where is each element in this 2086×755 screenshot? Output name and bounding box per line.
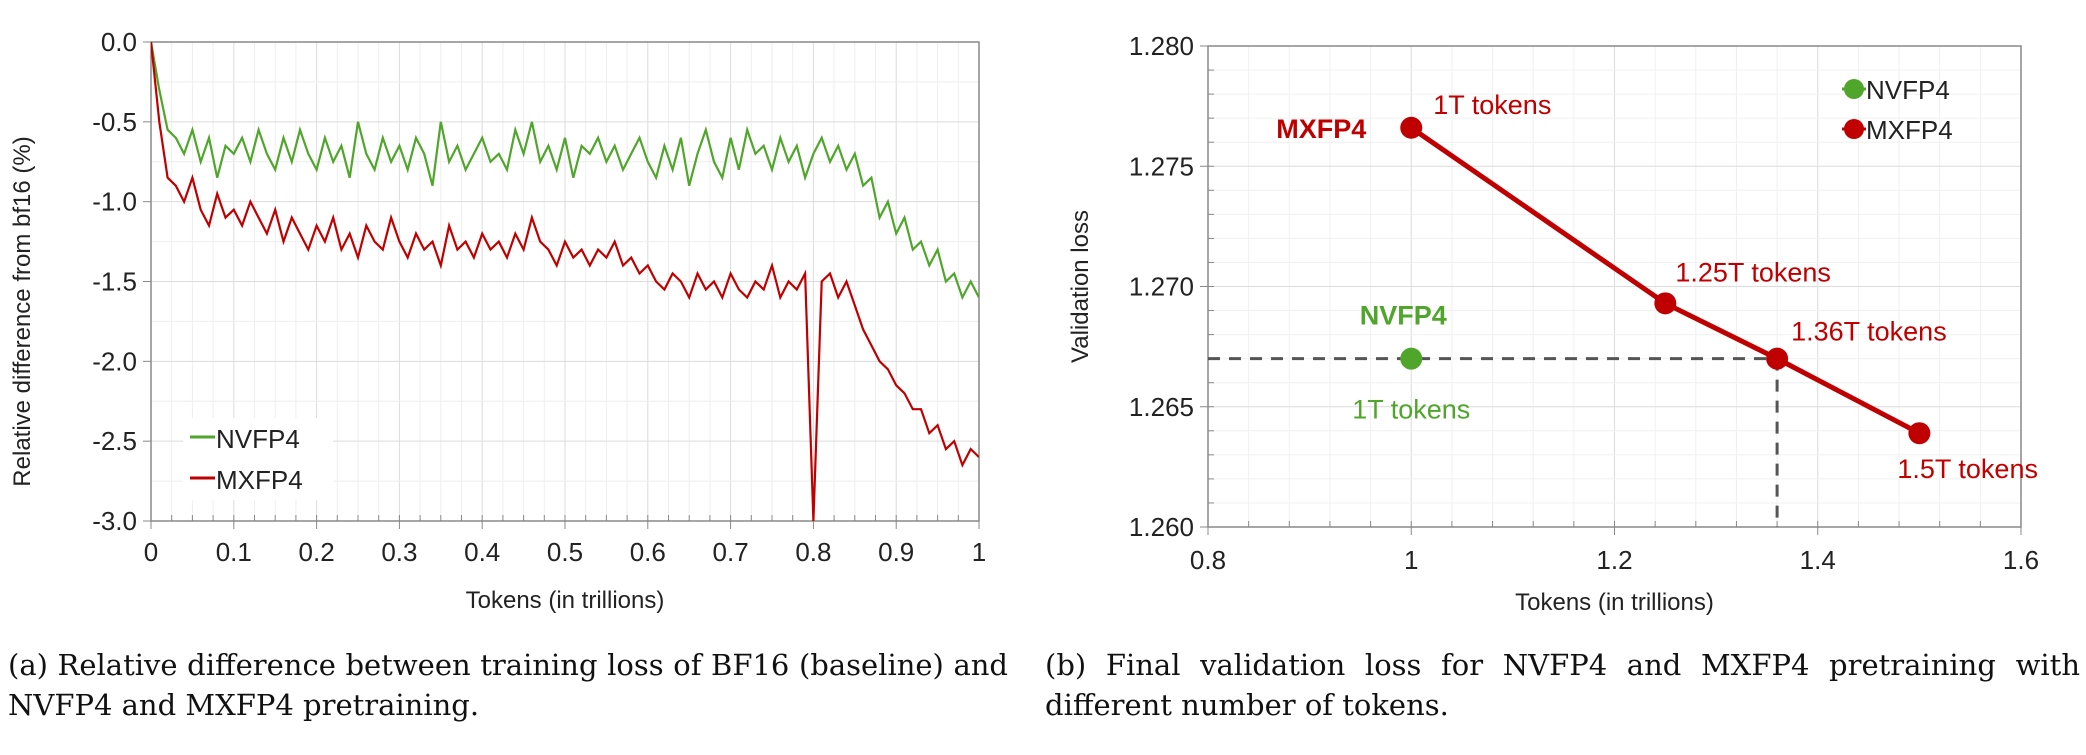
y-tick-label: -1.5	[92, 267, 137, 297]
series-line-mxfp4	[151, 42, 979, 521]
data-point-mxfp4	[1766, 347, 1789, 370]
x-tick-label: 1.6	[2003, 545, 2039, 575]
x-tick-label: 1.2	[1596, 545, 1632, 575]
y-tick-label: 1.265	[1129, 392, 1194, 422]
legend-label-mxfp4: MXFP4	[216, 465, 303, 495]
legend-label-nvfp4: NVFP4	[216, 424, 300, 454]
y-tick-label: 1.280	[1129, 31, 1194, 61]
legend-label-mxfp4: MXFP4	[1866, 115, 1953, 145]
x-tick-label: 0	[144, 537, 158, 567]
x-tick-label: 1	[972, 537, 986, 567]
data-label: 1.25T tokens	[1675, 257, 1831, 287]
x-tick-label: 0.7	[713, 537, 749, 567]
y-tick-label: -2.0	[92, 346, 137, 376]
y-tick-label: 0.0	[101, 27, 137, 57]
series-line-nvfp4	[151, 42, 979, 301]
legend-box	[183, 418, 333, 500]
data-label: 1T tokens	[1352, 395, 1470, 425]
y-tick-label: -2.5	[92, 426, 137, 456]
chart-b-validation-loss: 0.8 1 1.2 1.4 1.6 1.280 1.275 1.270 1.265 1.260 To…	[1067, 31, 2039, 616]
legend-marker-mxfp4	[1844, 119, 1864, 139]
series-annotation-nvfp4: NVFP4	[1360, 301, 1447, 331]
x-tick-label: 1	[1404, 545, 1418, 575]
data-label: 1.36T tokens	[1791, 317, 1947, 347]
y-axis-title: Validation loss	[1067, 210, 1094, 363]
legend-marker-nvfp4	[1844, 79, 1864, 99]
data-point-mxfp4	[1400, 116, 1423, 139]
y-tick-label: 1.260	[1129, 512, 1194, 542]
y-tick-label: -0.5	[92, 107, 137, 137]
y-tick-label: -3.0	[92, 506, 137, 536]
x-tick-label: 1.4	[1800, 545, 1836, 575]
x-axis-title: Tokens (in trillions)	[466, 587, 665, 614]
series-line-mxfp4	[1409, 125, 1921, 436]
series-annotation-mxfp4: MXFP4	[1276, 114, 1366, 144]
data-point-mxfp4	[1908, 422, 1931, 445]
x-tick-label: 0.1	[216, 537, 252, 567]
x-tick-label: 0.6	[630, 537, 666, 567]
x-tick-label: 0.3	[381, 537, 417, 567]
x-tick-label: 0.8	[795, 537, 831, 567]
x-tick-label: 0.8	[1190, 545, 1226, 575]
y-tick-label: -1.0	[92, 187, 137, 217]
x-tick-label: 0.9	[878, 537, 914, 567]
data-point-mxfp4	[1654, 292, 1677, 315]
data-label: 1T tokens	[1433, 90, 1551, 120]
x-tick-label: 0.2	[299, 537, 335, 567]
x-axis-title: Tokens (in trillions)	[1515, 589, 1714, 616]
caption-a: (a) Relative difference between training…	[8, 648, 1008, 722]
x-tick-label: 0.4	[464, 537, 500, 567]
y-axis-title: Relative difference from bf16 (%)	[9, 136, 36, 486]
y-tick-label: 1.275	[1129, 151, 1194, 181]
x-tick-label: 0.5	[547, 537, 583, 567]
data-label: 1.5T tokens	[1897, 454, 2038, 484]
legend-label-nvfp4: NVFP4	[1866, 75, 1950, 105]
data-point-nvfp4	[1400, 347, 1423, 370]
caption-b: (b) Final validation loss for NVFP4 and …	[1045, 648, 2080, 722]
y-tick-label: 1.270	[1129, 272, 1194, 302]
chart-a-training-loss-difference: 0 0.1 0.2 0.3 0.4 0.5 0.6 0.7 0.8 0.9 1 0.0 -0.5 -1.0…	[9, 27, 986, 614]
